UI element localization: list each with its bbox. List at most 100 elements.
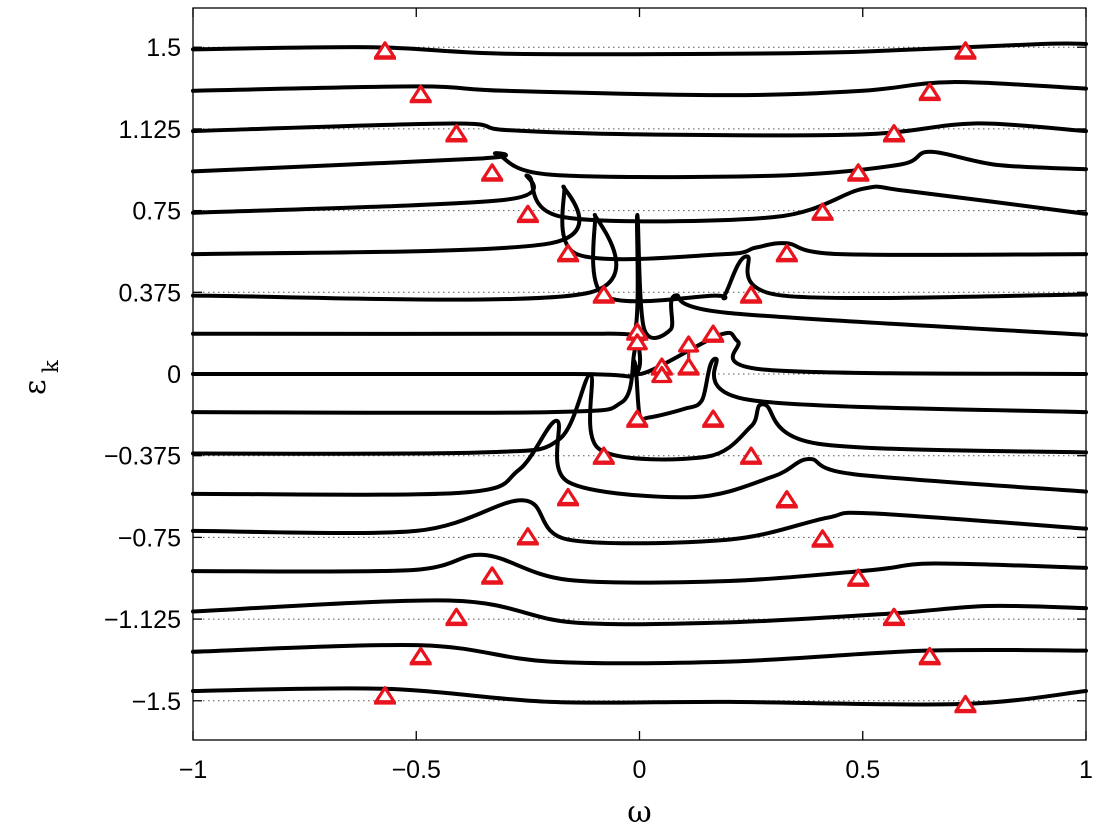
marker-arrow — [702, 409, 725, 428]
marker-triangle — [445, 124, 468, 142]
marker-arrow — [409, 646, 432, 666]
series-line — [191, 686, 1088, 707]
marker-arrow — [775, 490, 798, 509]
markers — [373, 41, 977, 714]
y-tick-label: 0.375 — [118, 279, 181, 307]
marker-triangle — [593, 446, 615, 464]
y-tick-label: −1.5 — [132, 688, 181, 716]
marker-arrow — [811, 202, 834, 221]
y-tick-label: 1.125 — [118, 116, 181, 144]
marker-arrow — [811, 529, 834, 548]
marker-triangle — [626, 409, 648, 427]
marker-arrow — [516, 527, 539, 546]
marker-triangle — [374, 41, 396, 59]
y-axis-label: ε k — [18, 360, 63, 395]
marker-triangle — [557, 487, 579, 506]
series-line — [191, 643, 1088, 666]
y-tick-labels: −1.5 −1.125 −0.75 −0.375 0 0.375 0.75 1.125 1.5 — [104, 34, 181, 716]
marker-triangle — [517, 527, 539, 545]
marker-triangle — [811, 202, 834, 220]
marker-arrow — [516, 204, 539, 224]
marker-arrow — [409, 84, 432, 104]
y-tick-label: −0.75 — [118, 524, 181, 552]
marker-arrow — [481, 566, 504, 585]
marker-triangle — [678, 335, 700, 353]
marker-triangle — [481, 566, 503, 584]
y-tick-label: 0.75 — [132, 198, 181, 226]
marker-arrow — [918, 646, 941, 666]
series-line — [191, 121, 1088, 138]
marker-arrow — [481, 163, 504, 182]
marker-triangle — [740, 446, 762, 464]
marker-arrow — [954, 41, 977, 60]
series-line — [191, 149, 1088, 180]
marker-arrow — [740, 446, 763, 465]
series-line — [191, 212, 1088, 304]
x-tick-label: 1 — [1079, 756, 1093, 784]
marker-arrow — [445, 607, 468, 627]
marker-triangle — [626, 333, 648, 351]
marker-triangle — [702, 409, 724, 427]
y-tick-label: −1.125 — [104, 606, 181, 634]
marker-triangle — [410, 84, 432, 103]
marker-arrow — [650, 357, 673, 384]
marker-triangle — [919, 646, 941, 665]
series-line — [191, 80, 1088, 98]
marker-triangle — [847, 163, 869, 181]
marker-arrow — [740, 285, 763, 304]
x-tick-label: 0.5 — [845, 756, 880, 784]
marker-arrow — [445, 124, 468, 143]
series-lines — [191, 41, 1088, 707]
marker-arrow — [847, 163, 870, 182]
x-tick-label: −1 — [179, 756, 208, 784]
marker-arrow — [883, 124, 906, 143]
series-line — [191, 41, 1088, 57]
y-tick-label: −0.375 — [104, 443, 181, 471]
marker-triangle — [445, 607, 468, 625]
series-line — [191, 173, 1088, 224]
marker-triangle — [776, 243, 798, 262]
x-axis-label: ω — [627, 795, 651, 830]
marker-triangle — [374, 686, 396, 704]
marker-triangle — [740, 285, 762, 303]
marker-triangle — [481, 163, 503, 181]
marker-arrow — [918, 82, 941, 102]
marker-arrow — [677, 335, 700, 376]
marker-triangle — [776, 490, 798, 508]
marker-arrow — [557, 487, 580, 507]
x-tick-label: −0.5 — [392, 756, 441, 784]
marker-arrow — [626, 409, 649, 428]
marker-arrow — [883, 607, 906, 627]
marker-triangle — [883, 607, 905, 625]
marker-arrow — [373, 686, 396, 705]
marker-arrow — [847, 568, 870, 587]
marker-triangle — [954, 694, 977, 713]
marker-arrow — [557, 243, 580, 263]
marker-arrow — [626, 322, 649, 351]
marker-arrow — [702, 324, 725, 343]
series-line — [191, 418, 1088, 500]
marker-triangle — [702, 324, 724, 342]
y-axis-label-main: ε — [18, 379, 53, 395]
series-line — [191, 212, 1088, 342]
marker-triangle — [593, 285, 615, 303]
marker-triangle — [811, 529, 834, 547]
marker-triangle — [557, 243, 579, 262]
series-line — [191, 356, 1088, 422]
series-line — [191, 184, 1088, 262]
marker-triangle — [651, 365, 673, 384]
marker-triangle — [410, 646, 432, 665]
series-line — [191, 330, 1088, 379]
x-tick-label: 0 — [633, 756, 647, 784]
marker-triangle — [678, 357, 700, 375]
marker-arrow — [775, 243, 798, 263]
marker-triangle — [847, 568, 869, 586]
axis-ticks — [192, 8, 1087, 740]
marker-arrow — [373, 41, 396, 60]
marker-arrow — [592, 446, 615, 465]
x-tick-labels: −1 −0.5 0 0.5 1 — [179, 756, 1093, 784]
marker-arrow — [954, 694, 977, 714]
series-line — [191, 498, 1088, 546]
marker-triangle — [883, 124, 905, 142]
